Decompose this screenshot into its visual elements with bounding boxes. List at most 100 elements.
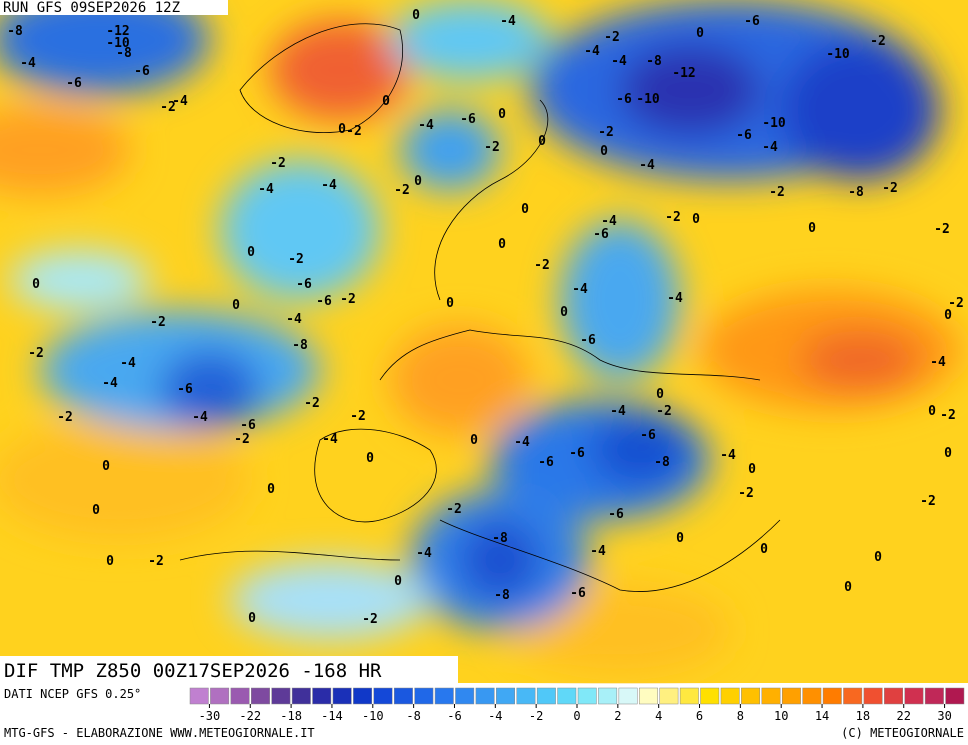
contour-label: -4 [322,432,338,447]
colorbar-swatch [373,687,393,705]
contour-label: -2 [920,494,936,509]
contour-label: -6 [66,76,82,91]
contour-label: 0 [338,122,346,137]
contour-label: -8 [654,455,670,470]
contour-label: -8 [116,46,132,61]
contour-label: -2 [57,410,73,425]
contour-label: -4 [611,54,627,69]
copyright-label: (C) METEOGIORNALE [841,726,964,740]
colorbar-tick-label: 0 [573,709,580,723]
colorbar-swatch [639,687,658,705]
contour-label: 0 [760,542,768,557]
contour-label: -6 [296,277,312,292]
colorbar-swatch [945,687,965,705]
contour-label: -4 [514,435,530,450]
contour-label: 0 [247,245,255,260]
contour-label: 0 [446,296,454,311]
colorbar-swatch [557,687,577,705]
contour-label: -10 [636,92,660,107]
colorbar-tick-label: 6 [696,709,703,723]
colorbar-tick-label: -4 [488,709,502,723]
contour-label: -6 [460,112,476,127]
contour-label: -4 [416,546,432,561]
contour-label: 0 [414,174,422,189]
contour-label: -6 [538,455,554,470]
contour-label: -4 [258,182,274,197]
contour-label: -2 [350,409,366,424]
contour-label: 0 [538,134,546,149]
colorbar-swatch [230,687,250,705]
colorbar-tick-label: 30 [937,709,951,723]
contour-label: -10 [106,36,130,51]
contour-label: -2 [270,156,286,171]
contour-label: -4 [500,14,516,29]
contour-label: -2 [598,125,614,140]
contour-label: -6 [640,428,656,443]
contour-label: 0 [394,574,402,589]
contour-label: -4 [286,312,302,327]
contour-label: -4 [418,118,434,133]
contour-label: -2 [948,296,964,311]
contour-label: -12 [672,66,695,81]
colorbar-tick-label: -22 [239,709,261,723]
contour-label: 0 [267,482,275,497]
colorbar-swatch [516,687,536,705]
contour-label: -4 [639,158,655,173]
contour-label: -2 [534,258,550,273]
colorbar-swatch [414,687,434,705]
contour-label: 0 [692,212,700,227]
colorbar-swatch [781,687,801,705]
contour-label: 0 [106,554,114,569]
contour-label: 0 [470,433,478,448]
contour-label: -2 [346,124,362,139]
contour-label: -6 [177,382,193,397]
contour-label: 0 [656,387,664,402]
colorbar-swatch [455,687,475,705]
colorbar-swatch [577,687,597,705]
colorbar-swatch [332,687,352,705]
contour-label: -6 [608,507,624,522]
contour-label: -2 [446,502,462,517]
contour-label: -6 [580,333,596,348]
colorbar-swatch [496,687,515,705]
contour-label: 0 [498,237,506,252]
colorbar-tick-label: 2 [614,709,621,723]
contour-label: -6 [134,64,150,79]
colorbar-swatch [393,687,413,705]
contour-label: 0 [248,611,256,626]
contour-label: -2 [28,346,44,361]
run-box [0,0,228,15]
colorbar-swatch [904,687,924,705]
contour-label: -12 [106,24,129,39]
contour-label: -2 [160,100,176,115]
contour-label: -8 [492,531,508,546]
colorbar-tick-label: 14 [815,709,829,723]
contour-label: -6 [240,418,256,433]
colorbar-tick-label: -18 [280,709,302,723]
contour-label: -2 [882,181,898,196]
contour-label: -2 [234,432,250,447]
colorbar-tick-label: -30 [199,709,221,723]
contour-labels: -8 -12-10-8-4-6-6-4-2 000 -2 -4 -60-2 0-20-4-2… [7,8,964,627]
contour-label: -10 [762,116,786,131]
contour-label: -8 [494,588,510,603]
contour-label: -2 [394,183,410,198]
contour-label: 0 [874,550,882,565]
colorbar-tick-label: 10 [774,709,788,723]
contour-label: -6 [593,227,609,242]
contour-label: -4 [20,56,36,71]
contour-label: 0 [748,462,756,477]
contour-label: -2 [150,315,166,330]
colorbar-swatch [271,687,291,705]
contour-label: -2 [288,252,304,267]
colorbar-tick-label: 22 [897,709,911,723]
contour-label: -2 [148,554,164,569]
field [0,0,968,683]
contour-label: -2 [340,292,356,307]
colorbar-swatch [679,687,699,705]
contour-label: -10 [826,47,850,62]
colorbar-swatch [761,687,781,705]
contour-label: -2 [656,404,672,419]
contour-label: 0 [382,94,390,109]
contour-label: -4 [584,44,600,59]
